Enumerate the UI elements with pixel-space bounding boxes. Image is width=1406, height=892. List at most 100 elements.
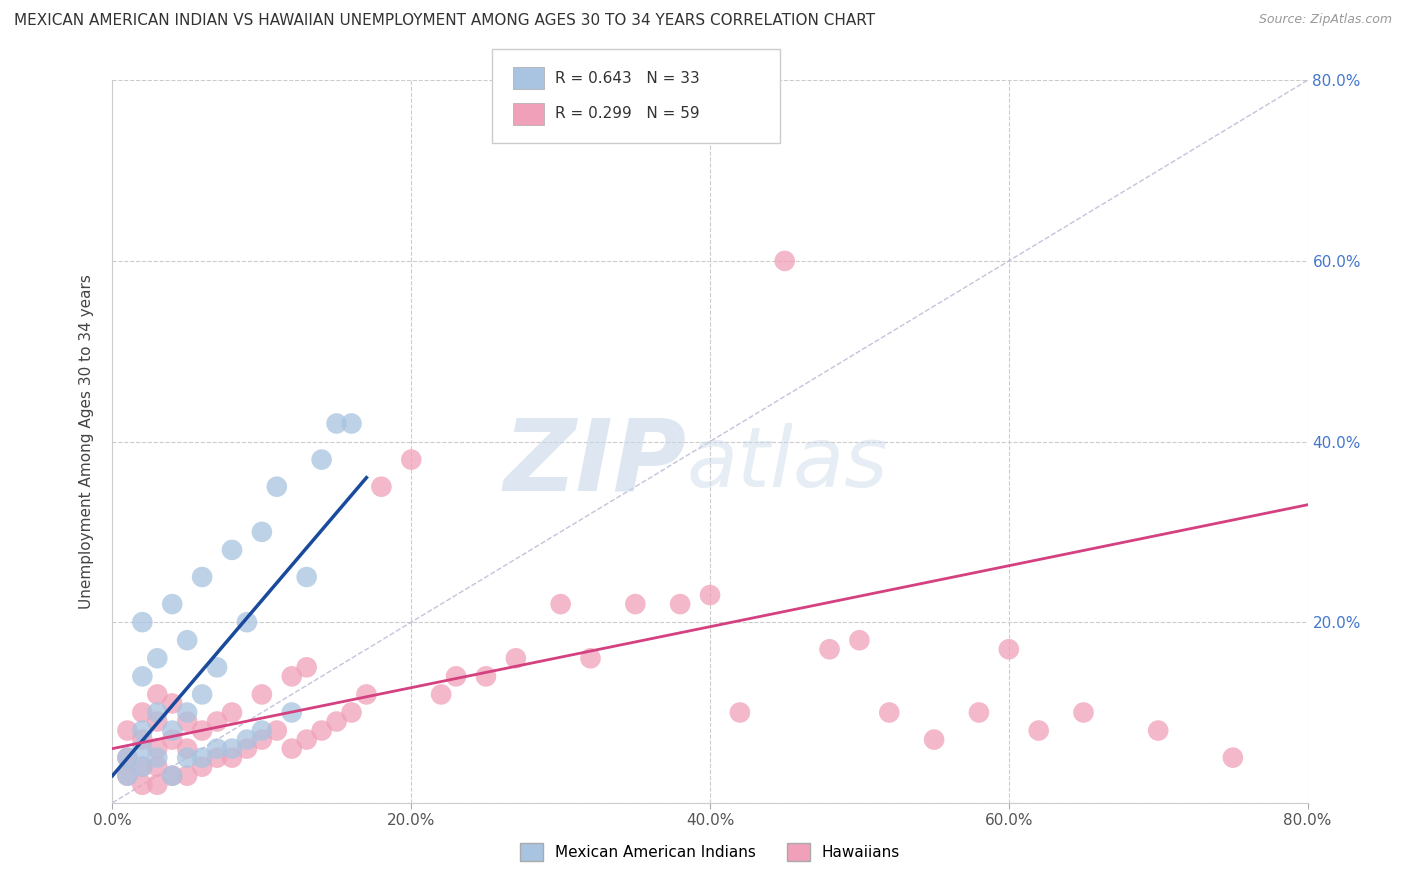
Point	[205, 741, 228, 756]
Text: MEXICAN AMERICAN INDIAN VS HAWAIIAN UNEMPLOYMENT AMONG AGES 30 TO 34 YEARS CORRE: MEXICAN AMERICAN INDIAN VS HAWAIIAN UNEM…	[14, 13, 875, 29]
Point	[205, 750, 228, 764]
Point	[205, 714, 228, 729]
Point	[550, 597, 572, 611]
Point	[281, 741, 304, 756]
Point	[848, 633, 870, 648]
Point	[191, 723, 214, 738]
Point	[444, 669, 467, 683]
Point	[131, 732, 153, 747]
Point	[146, 778, 169, 792]
Point	[325, 714, 347, 729]
Point	[176, 714, 198, 729]
Point	[922, 732, 945, 747]
Point	[311, 452, 333, 467]
Text: Source: ZipAtlas.com: Source: ZipAtlas.com	[1258, 13, 1392, 27]
Point	[236, 732, 259, 747]
Y-axis label: Unemployment Among Ages 30 to 34 years: Unemployment Among Ages 30 to 34 years	[79, 274, 94, 609]
Point	[325, 417, 347, 431]
Point	[475, 669, 498, 683]
Point	[221, 750, 243, 764]
Text: R = 0.299   N = 59: R = 0.299 N = 59	[555, 106, 700, 121]
Point	[205, 660, 228, 674]
Point	[505, 651, 527, 665]
Point	[191, 750, 214, 764]
Point	[162, 732, 183, 747]
Point	[131, 741, 153, 756]
Point	[773, 254, 796, 268]
Point	[221, 741, 243, 756]
Point	[818, 642, 841, 657]
Point	[146, 741, 169, 756]
Point	[250, 732, 273, 747]
Point	[669, 597, 692, 611]
Point	[1147, 723, 1170, 738]
Point	[176, 706, 198, 720]
Point	[176, 769, 198, 783]
Point	[162, 697, 183, 711]
Point	[430, 687, 453, 701]
Point	[250, 687, 273, 701]
Point	[131, 706, 153, 720]
Point	[250, 524, 273, 539]
Point	[146, 687, 169, 701]
Point	[967, 706, 990, 720]
Point	[131, 723, 153, 738]
Point	[236, 615, 259, 630]
Point	[266, 723, 288, 738]
Point	[879, 706, 901, 720]
Point	[699, 588, 721, 602]
Point	[146, 714, 169, 729]
Point	[131, 615, 153, 630]
Point	[117, 769, 139, 783]
Point	[221, 706, 243, 720]
Point	[131, 760, 153, 774]
Point	[236, 741, 259, 756]
Point	[117, 723, 139, 738]
Text: R = 0.643   N = 33: R = 0.643 N = 33	[555, 70, 700, 86]
Point	[146, 750, 169, 764]
Point	[162, 597, 183, 611]
Point	[250, 723, 273, 738]
Point	[998, 642, 1021, 657]
Point	[191, 687, 214, 701]
Point	[162, 769, 183, 783]
Point	[162, 723, 183, 738]
Point	[176, 750, 198, 764]
Point	[176, 633, 198, 648]
Point	[146, 706, 169, 720]
Point	[1073, 706, 1095, 720]
Point	[295, 570, 318, 584]
Point	[311, 723, 333, 738]
Point	[117, 750, 139, 764]
Point	[281, 669, 304, 683]
Point	[295, 660, 318, 674]
Point	[146, 651, 169, 665]
Point	[191, 570, 214, 584]
Point	[295, 732, 318, 747]
Point	[624, 597, 647, 611]
Point	[117, 769, 139, 783]
Text: ZIP: ZIP	[503, 415, 686, 512]
Point	[117, 750, 139, 764]
Legend: Mexican American Indians, Hawaiians: Mexican American Indians, Hawaiians	[515, 837, 905, 867]
Point	[340, 417, 363, 431]
Point	[266, 480, 288, 494]
Point	[728, 706, 751, 720]
Point	[1028, 723, 1050, 738]
Point	[131, 669, 153, 683]
Text: atlas: atlas	[686, 423, 887, 504]
Point	[579, 651, 602, 665]
Point	[1222, 750, 1244, 764]
Point	[146, 760, 169, 774]
Point	[356, 687, 378, 701]
Point	[131, 760, 153, 774]
Point	[176, 741, 198, 756]
Point	[340, 706, 363, 720]
Point	[370, 480, 392, 494]
Point	[401, 452, 423, 467]
Point	[162, 769, 183, 783]
Point	[221, 542, 243, 557]
Point	[131, 778, 153, 792]
Point	[281, 706, 304, 720]
Point	[191, 760, 214, 774]
